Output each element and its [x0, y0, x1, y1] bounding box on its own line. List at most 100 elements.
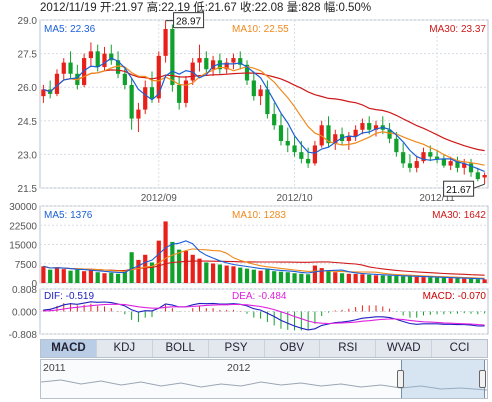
range-navigator[interactable]: 2011 2012 — [40, 359, 488, 399]
volume-bar — [136, 259, 141, 283]
price-y-tick-label: 24.5 — [18, 117, 38, 128]
price-y-tick-label: 23.0 — [18, 150, 38, 161]
navigator-selection[interactable] — [401, 360, 485, 398]
macd-dif-legend: DIF: -0.519 — [44, 291, 94, 302]
volume-bar — [434, 277, 440, 283]
price-ma30-legend: MA30: 23.37 — [429, 24, 486, 35]
price-x-tick-label: 2012/10 — [276, 193, 313, 204]
candle-body — [61, 62, 66, 74]
volume-bar — [156, 240, 161, 283]
volume-bar — [244, 268, 250, 283]
quote-low: 低:21.67 — [193, 2, 237, 14]
candle-body — [455, 161, 460, 168]
tab-cci[interactable]: CCI — [449, 342, 470, 354]
volume-bar — [292, 273, 297, 283]
tab-psy[interactable]: PSY — [209, 340, 265, 357]
volume-bar — [210, 263, 216, 283]
candle-body — [421, 152, 426, 162]
candle-body — [333, 134, 338, 144]
candle-body — [407, 163, 413, 168]
candle-body — [434, 156, 440, 159]
volume-ma10-legend: MA10: 1283 — [232, 210, 286, 221]
candle-body — [475, 172, 480, 180]
tab-wvad[interactable]: WVAD — [376, 340, 433, 357]
price-panel-frame — [39, 19, 489, 189]
volume-bar — [387, 275, 392, 283]
price-ma5-legend: MA5: 22.36 — [44, 24, 96, 35]
volume-y-tick-label: 0 — [31, 279, 37, 290]
price-x-tick-label: 2012/11 — [419, 193, 455, 204]
candle-body — [346, 136, 351, 141]
quote-open: 开:21.97 — [99, 2, 144, 14]
high-label-box — [173, 12, 205, 29]
volume-bar — [88, 270, 94, 283]
volume-bar — [428, 277, 433, 283]
volume-bar — [115, 273, 121, 283]
volume-bar — [285, 272, 290, 283]
stock-chart[interactable]: 29.0 27.5 26.0 24.5 23.0 21.5 2012/09 2012/10 20… — [0, 0, 492, 338]
candle-body — [292, 145, 297, 153]
volume-bar — [326, 271, 331, 283]
volume-bar — [353, 274, 358, 283]
volume-bar — [217, 264, 222, 283]
volume-bar — [204, 262, 209, 283]
candle-body — [353, 129, 358, 137]
tab-macd[interactable]: MACD — [41, 340, 97, 357]
volume-bar — [448, 278, 453, 283]
candle-body — [170, 28, 175, 85]
volume-bar — [190, 254, 195, 283]
volume-bar — [238, 267, 243, 283]
candle-body — [102, 53, 107, 68]
candle-body — [299, 152, 304, 159]
last-label-box — [443, 180, 475, 197]
price-y-tick-label: 29.0 — [18, 16, 38, 27]
navigator-year-2012: 2012 — [227, 362, 251, 374]
volume-bar — [183, 250, 189, 283]
candle-body — [306, 158, 311, 164]
candle-body — [109, 53, 114, 61]
volume-bar — [312, 265, 318, 283]
tab-rsi[interactable]: RSI — [320, 340, 377, 357]
candle-body — [210, 60, 216, 70]
candle-body — [285, 140, 290, 146]
candle-body — [373, 125, 379, 130]
candle-body — [278, 125, 284, 141]
candle-body — [360, 123, 365, 130]
tab-kdj[interactable]: KDJ — [97, 340, 153, 357]
candle-body — [224, 62, 229, 70]
navigator-left-handle[interactable] — [397, 370, 404, 388]
tab-obv[interactable]: OBV — [265, 340, 321, 357]
navigator-right-handle[interactable] — [479, 370, 486, 388]
candle-body — [272, 114, 277, 126]
price-y-tick-label: 21.5 — [18, 184, 38, 195]
volume-bar — [61, 269, 66, 283]
macd-value-legend: MACD: -0.070 — [423, 291, 487, 302]
tab-boll[interactable]: BOLL — [153, 340, 209, 357]
volume-ma30-legend: MA30: 1642 — [432, 210, 486, 221]
volume-bar — [339, 273, 345, 283]
volume-bar — [367, 274, 372, 283]
quote-change: 幅:0.50% — [323, 2, 372, 14]
high-label-text: 28.97 — [176, 17, 201, 28]
candle-body — [183, 80, 189, 103]
volume-bar — [102, 273, 107, 283]
candle-body — [251, 80, 256, 97]
volume-ma5-legend: MA5: 1376 — [44, 210, 93, 221]
candle-body — [441, 158, 446, 166]
dea-line — [43, 303, 485, 326]
candle-body — [401, 152, 406, 164]
ma10-line — [43, 65, 485, 166]
quote-volume: 量:828 — [286, 2, 321, 14]
volume-bar — [143, 254, 148, 283]
volume-bar — [231, 266, 236, 283]
volume-bar — [360, 274, 365, 283]
candle-body — [115, 60, 121, 74]
candle-body — [163, 28, 168, 56]
navigator-year-2011: 2011 — [43, 362, 66, 374]
volume-bar — [41, 266, 46, 283]
volume-bar — [482, 279, 487, 283]
price-ma10-legend: MA10: 22.55 — [232, 24, 289, 35]
macd-y-tick-label: 0.808 — [12, 285, 37, 296]
volume-bar — [421, 277, 426, 283]
candle-body — [414, 161, 419, 168]
